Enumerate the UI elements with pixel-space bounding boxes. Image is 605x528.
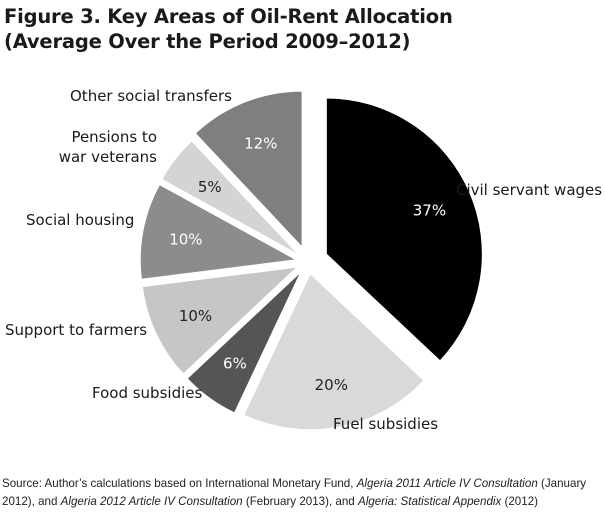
pie-slice-support-to-farmers [141, 266, 299, 375]
slice-value-label-civil-servant-wages: 37% [413, 201, 446, 219]
pie-slice-civil-servant-wages [325, 97, 483, 362]
slice-value-label-pensions-to-war-veterans: 5% [198, 178, 222, 196]
slice-value-label-food-subsidies: 6% [223, 355, 247, 373]
chart-title-block: Figure 3. Key Areas of Oil-Rent Allocati… [4, 4, 453, 54]
pie-slice-other-social-transfers [194, 90, 303, 249]
slice-value-labels: 37% 20% 6% 10% 10% 5% 12% [169, 135, 446, 394]
pie-slice-social-housing [139, 183, 298, 280]
slice-category-label-fuel-subsidies: Fuel subsidies [333, 415, 438, 433]
source-note: Source: Author’s calculations based on I… [2, 475, 602, 510]
chart-title: Figure 3. Key Areas of Oil-Rent Allocati… [4, 5, 453, 28]
pie-slice-pensions-to-war-veterans [161, 140, 299, 256]
source-prefix: Source: Author’s calculations based on I… [2, 477, 357, 490]
slice-value-label-social-housing: 10% [169, 231, 202, 249]
pie-slice-fuel-subsidies [243, 272, 425, 431]
source-mid-2: (February 2013), and [242, 494, 358, 508]
chart-subtitle: (Average Over the Period 2009–2012) [4, 30, 411, 53]
slice-category-label-social-housing: Social housing [26, 211, 134, 229]
slice-category-label-food-subsidies: Food subsidies [92, 384, 202, 402]
slice-value-label-support-to-farmers: 10% [179, 307, 212, 325]
pie-slices [139, 90, 483, 431]
slice-category-labels: Civil servant wages Fuel subsidies Food su… [5, 87, 602, 433]
pie-slice-food-subsidies [186, 271, 302, 414]
slice-category-label-support-to-farmers: Support to farmers [5, 321, 147, 339]
slice-value-label-fuel-subsidies: 20% [315, 376, 348, 394]
pie-chart: 37% 20% 6% 10% 10% 5% 12% Civil servant wages F… [5, 87, 602, 433]
source-suffix: (2012) [501, 494, 538, 508]
source-doc-1: Algeria 2011 Article IV Consultation [356, 477, 538, 490]
slice-category-label-pensions-to-war-veterans: Pensions to war veterans [59, 128, 157, 166]
source-mid-1: (January 2012), and [2, 477, 587, 508]
source-doc-2: Algeria 2012 Article IV Consultation [60, 494, 243, 508]
slice-value-label-other-social-transfers: 12% [244, 135, 277, 153]
source-doc-3: Algeria: Statistical Appendix [357, 494, 502, 508]
slice-category-label-civil-servant-wages: Civil servant wages [456, 181, 602, 199]
slice-category-label-other-social-transfers: Other social transfers [70, 87, 232, 105]
